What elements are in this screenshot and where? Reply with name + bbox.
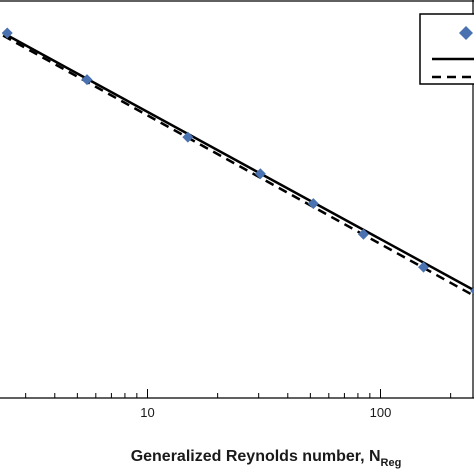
x-tick-label: 100 xyxy=(370,405,392,420)
data-point-marker xyxy=(470,286,474,295)
data-point-marker xyxy=(418,261,430,273)
data-point-marker xyxy=(357,228,369,240)
data-point-marker xyxy=(254,168,266,180)
x-tick-label: 10 xyxy=(140,405,154,420)
legend-marker-symbol xyxy=(459,26,473,40)
data-point-marker xyxy=(1,27,13,39)
data-markers xyxy=(1,27,474,295)
x-ticks xyxy=(25,389,452,398)
x-axis-title: Generalized Reynolds number, NReg xyxy=(131,448,402,469)
fit-lines xyxy=(2,31,474,298)
solid-fit-line xyxy=(2,31,474,292)
legend-box xyxy=(419,13,474,85)
dashed-fit-line xyxy=(2,34,474,298)
x-tick-labels: 10 100 xyxy=(140,405,391,420)
data-point-marker xyxy=(182,131,194,143)
legend xyxy=(419,13,474,85)
data-point-marker xyxy=(81,74,93,86)
data-point-marker xyxy=(307,198,319,210)
